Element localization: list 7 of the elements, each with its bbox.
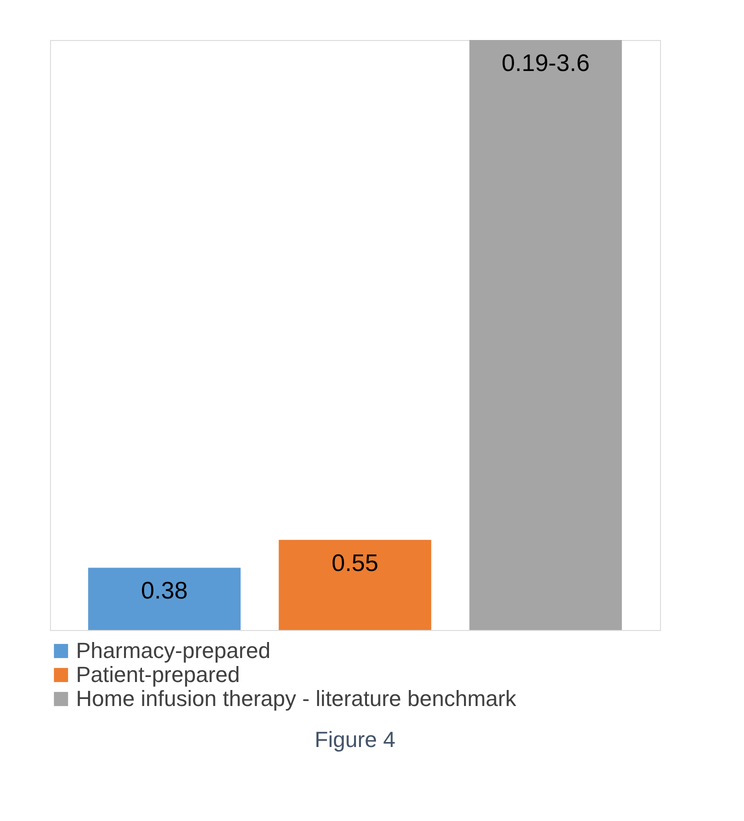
legend-label: Patient-prepared	[76, 662, 240, 687]
caption: Figure 4	[314, 727, 396, 752]
data-label: 0.55	[332, 550, 378, 577]
data-label: 0.38	[141, 578, 188, 605]
legend-label: Pharmacy-prepared	[76, 638, 270, 663]
data-label: 0.19-3.6	[502, 50, 590, 77]
legend-label: Home infusion therapy - literature benchmark	[76, 686, 518, 711]
